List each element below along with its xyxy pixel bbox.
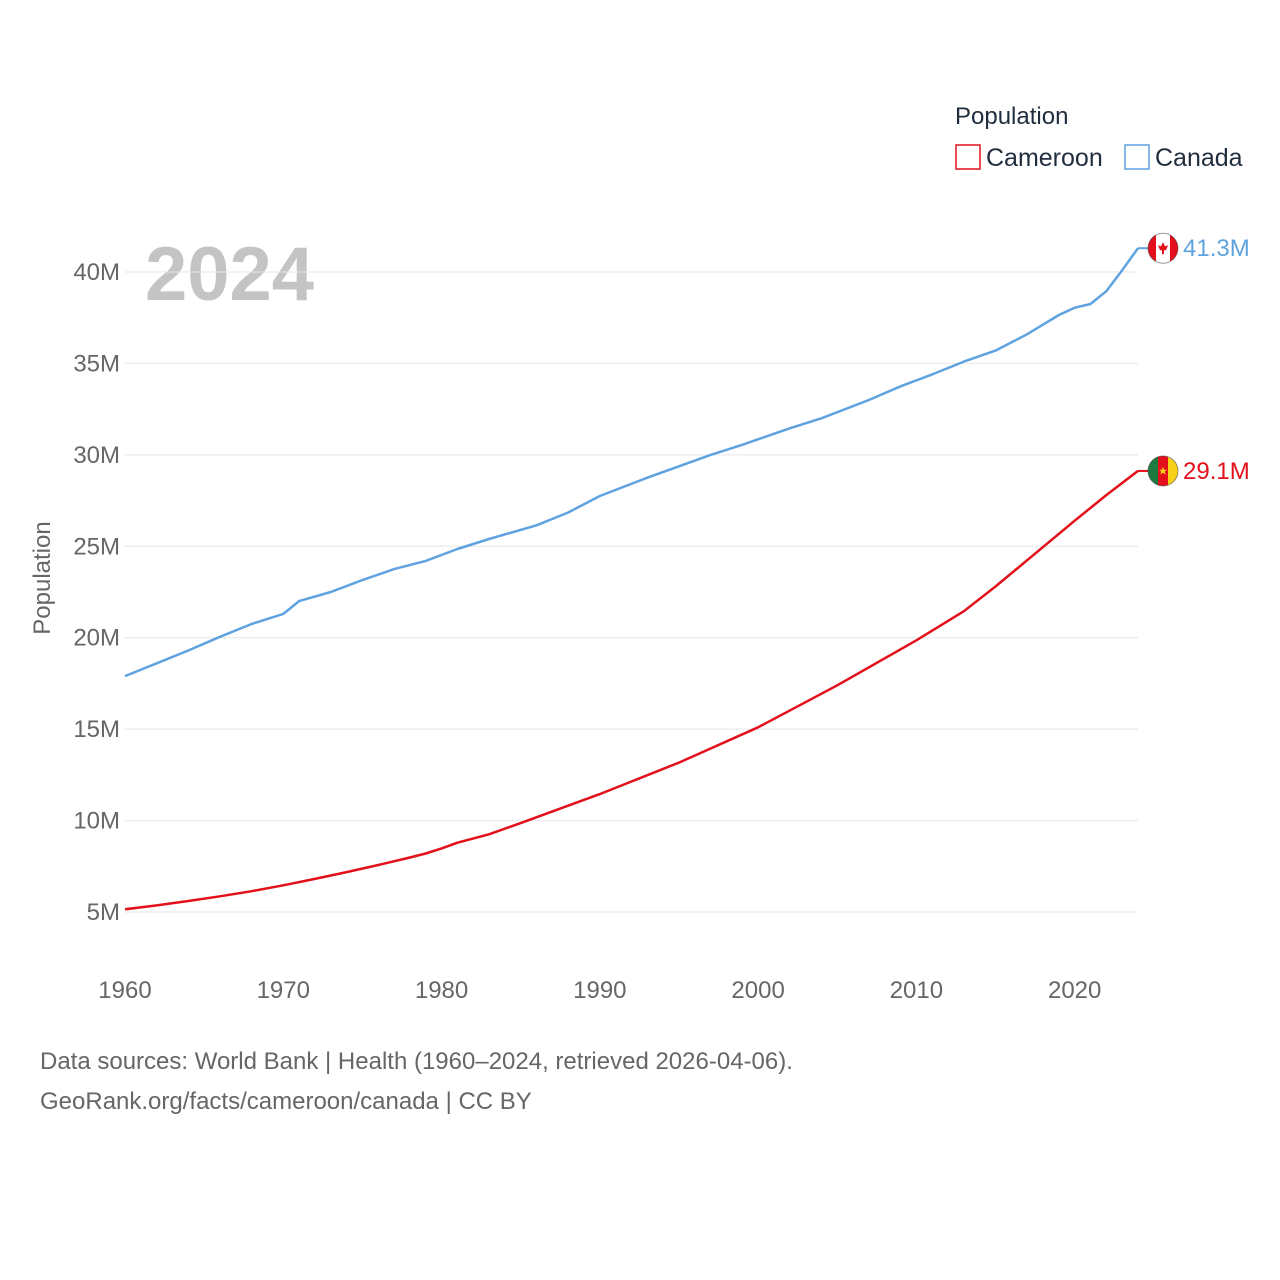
end-markers: 29.1M 41.3M (1138, 232, 1250, 487)
series-group (124, 247, 1140, 911)
canada-line (124, 247, 1140, 678)
x-tick-label: 1980 (415, 977, 468, 1004)
y-tick-label: 10M (73, 808, 120, 835)
legend-item-cameroon[interactable]: Cameroon (955, 144, 1103, 172)
x-tick-label: 2000 (731, 977, 784, 1004)
source-link[interactable]: GeoRank.org/facts/cameroon/canada | CC B… (40, 1088, 532, 1115)
legend: Population Cameroon Canada (955, 103, 1243, 172)
cameroon-legend-swatch (955, 144, 981, 170)
footer: Data sources: World Bank | Health (1960–… (40, 1042, 793, 1122)
x-tick-label: 1990 (573, 977, 626, 1004)
legend-title: Population (955, 103, 1068, 130)
y-tick-label: 15M (73, 716, 120, 743)
x-tick-label: 1970 (257, 977, 310, 1004)
y-axis-title: Population (29, 521, 56, 634)
gridlines (125, 271, 1138, 913)
canada-legend-swatch (1124, 144, 1150, 170)
legend-item-canada[interactable]: Canada (1124, 144, 1243, 172)
data-sources-text: Data sources: World Bank | Health (1960–… (40, 1048, 793, 1075)
canada-flag-icon (1147, 232, 1179, 264)
year-label: 2024 (145, 232, 314, 317)
cameroon-flag-icon (1147, 455, 1179, 487)
x-tick-label: 1960 (98, 977, 151, 1004)
cameroon-line (124, 469, 1139, 911)
y-tick-label: 20M (73, 625, 120, 652)
y-tick-label: 30M (73, 442, 120, 469)
cameroon-legend-label: Cameroon (986, 144, 1103, 172)
y-tick-label: 35M (73, 350, 120, 377)
y-tick-label: 5M (87, 899, 120, 926)
y-tick-label: 40M (73, 259, 120, 286)
x-tick-label: 2010 (890, 977, 943, 1004)
y-axis-ticks: 5M 10M 15M 20M 25M 30M 35M 40M (73, 259, 120, 926)
cameroon-end-label: 29.1M (1183, 458, 1250, 485)
y-tick-label: 25M (73, 533, 120, 560)
canada-end-label: 41.3M (1183, 235, 1250, 262)
x-tick-label: 2020 (1048, 977, 1101, 1004)
canada-legend-label: Canada (1155, 144, 1243, 172)
x-axis-ticks: 1960 1970 1980 1990 2000 2010 2020 (98, 977, 1101, 1004)
